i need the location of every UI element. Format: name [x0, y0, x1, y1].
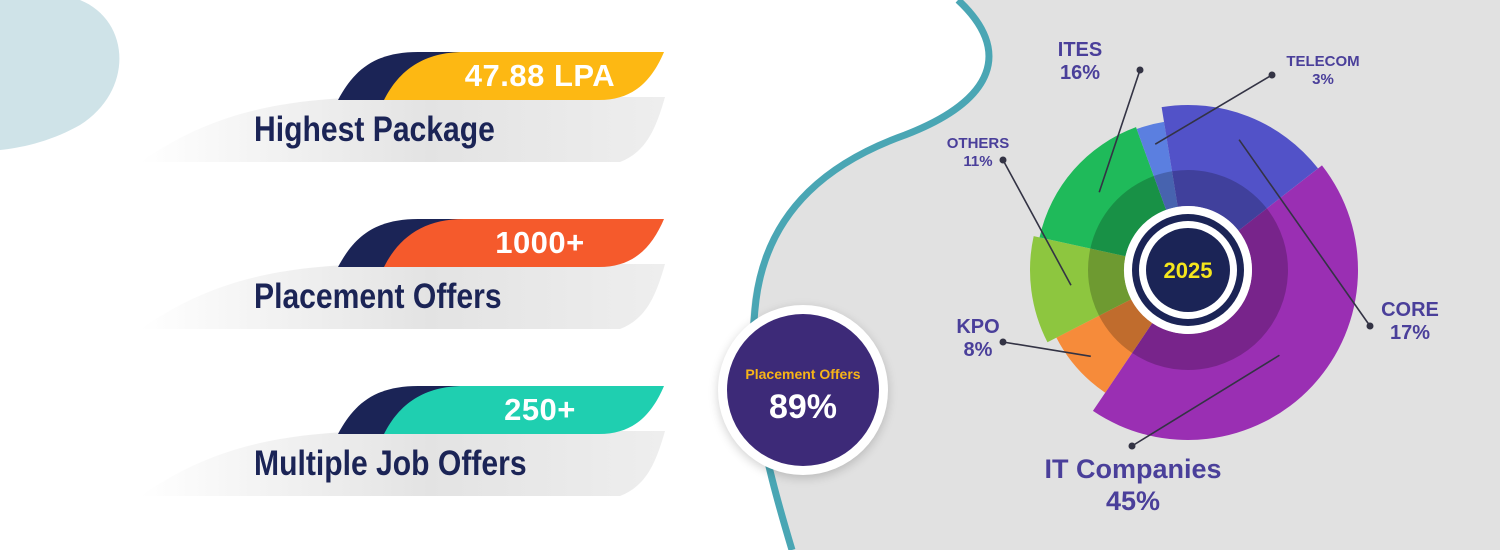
tag-highlight	[384, 386, 664, 434]
stat-shadow	[140, 431, 665, 496]
slice-percent-others: 11%	[963, 153, 992, 170]
slice-percent-telecom: 3%	[1312, 71, 1334, 88]
stat-label: Multiple Job Offers	[254, 444, 527, 483]
slice-telecom	[1136, 121, 1178, 210]
corner-blob	[0, 0, 120, 150]
stat-label: Placement Offers	[254, 277, 502, 316]
slice-ites	[1039, 127, 1167, 257]
slice-label-others: OTHERS	[947, 135, 1010, 152]
slice-percent-core: 17%	[1390, 322, 1430, 344]
slice-inner-shade-telecom	[1153, 171, 1178, 210]
stat-value: 250+	[504, 392, 576, 427]
slice-percent-ites: 16%	[1060, 62, 1100, 84]
connector-kpo	[1002, 341, 1091, 358]
slice-kpo	[1056, 299, 1153, 393]
badge-value: 89%	[768, 388, 838, 426]
slice-label-telecom: TELECOM	[1286, 53, 1359, 70]
slice-core	[1161, 104, 1319, 231]
label-connectors	[999, 66, 1374, 450]
slice-percent-it-companies: 45%	[1106, 486, 1160, 516]
slice-inner-shade-ites	[1090, 176, 1167, 257]
connector-dot-core	[1366, 322, 1374, 330]
badge-circle: Placement Offers 89%	[727, 314, 879, 466]
connector-dot-it-companies	[1128, 442, 1136, 450]
placement-offers-badge: Placement Offers 89%	[718, 305, 888, 475]
slice-inner-shade-kpo	[1099, 299, 1153, 353]
stat-label: Highest Package	[254, 110, 495, 149]
stat-placement-offers: 1000+ Placement Offers	[140, 219, 680, 359]
connector-core	[1238, 139, 1371, 327]
slice-inner-shade-it-companies	[1132, 208, 1288, 370]
slice-label-kpo: KPO	[956, 316, 999, 338]
slice-it-companies	[1092, 165, 1358, 440]
center-year-label: 2025	[1164, 258, 1213, 283]
slice-percent-kpo: 8%	[964, 339, 993, 361]
tag-highlight	[384, 52, 664, 100]
connector-ites	[1098, 69, 1141, 193]
connector-others	[1002, 159, 1072, 286]
slice-label-it-companies: IT Companies	[1044, 454, 1221, 484]
center-disc	[1146, 228, 1230, 312]
donut-center: 2025	[1124, 206, 1252, 334]
connector-dot-kpo	[999, 338, 1007, 346]
donut-slices	[1030, 104, 1358, 440]
slice-others	[1030, 236, 1132, 343]
connector-dot-others	[999, 156, 1007, 164]
stat-shadow	[140, 264, 665, 329]
stat-multiple-job-offers: 250+ Multiple Job Offers	[140, 386, 680, 526]
connector-it-companies	[1131, 354, 1280, 447]
stat-highest-package: 47.88 LPA Highest Package	[140, 52, 680, 192]
slice-inner-shade-core	[1172, 170, 1267, 231]
slice-label-ites: ITES	[1058, 39, 1102, 61]
tag-highlight	[384, 219, 664, 267]
connector-dot-ites	[1136, 66, 1144, 74]
connector-telecom	[1154, 74, 1273, 145]
slice-inner-shade-others	[1087, 248, 1132, 316]
connector-dot-telecom	[1268, 71, 1276, 79]
slice-label-core: CORE	[1381, 299, 1439, 321]
stat-value: 47.88 LPA	[464, 58, 616, 93]
stat-shadow	[140, 97, 665, 162]
stat-value: 1000+	[495, 225, 585, 260]
badge-label: Placement Offers	[745, 366, 861, 382]
